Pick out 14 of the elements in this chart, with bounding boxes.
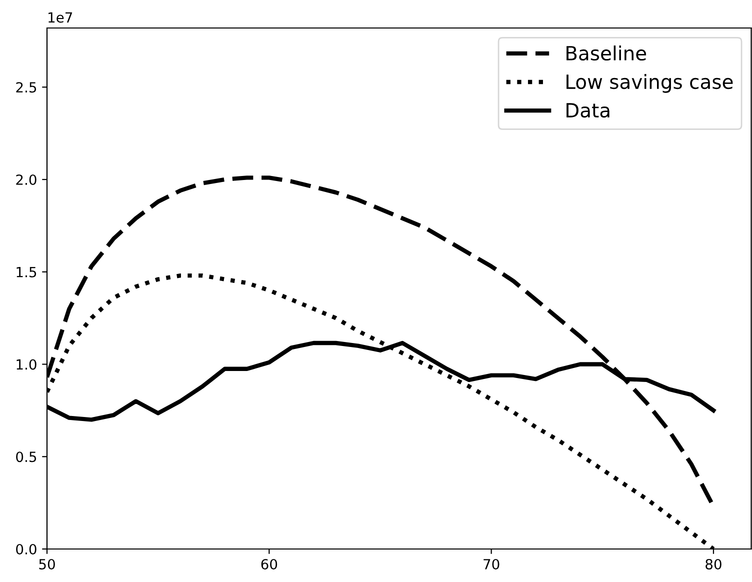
legend-label: Low savings case	[566, 74, 733, 93]
y-tick-label: 0.0	[16, 544, 36, 554]
x-tick-label: 80	[706, 558, 722, 570]
x-tick-label: 50	[39, 558, 55, 570]
y-tick-label: 0.5	[16, 452, 36, 462]
x-tick-label: 60	[261, 558, 278, 570]
legend-label: Data	[566, 103, 610, 118]
y-tick-label: 2.0	[16, 174, 36, 185]
x-tick-label: 70	[484, 558, 500, 570]
text: 1e7	[48, 12, 72, 23]
legend-label: Baseline	[566, 46, 646, 61]
y-tick-label: 1.5	[16, 267, 36, 278]
y-tick-label: 1.0	[16, 359, 36, 370]
y-tick-label: 2.5	[16, 82, 36, 93]
